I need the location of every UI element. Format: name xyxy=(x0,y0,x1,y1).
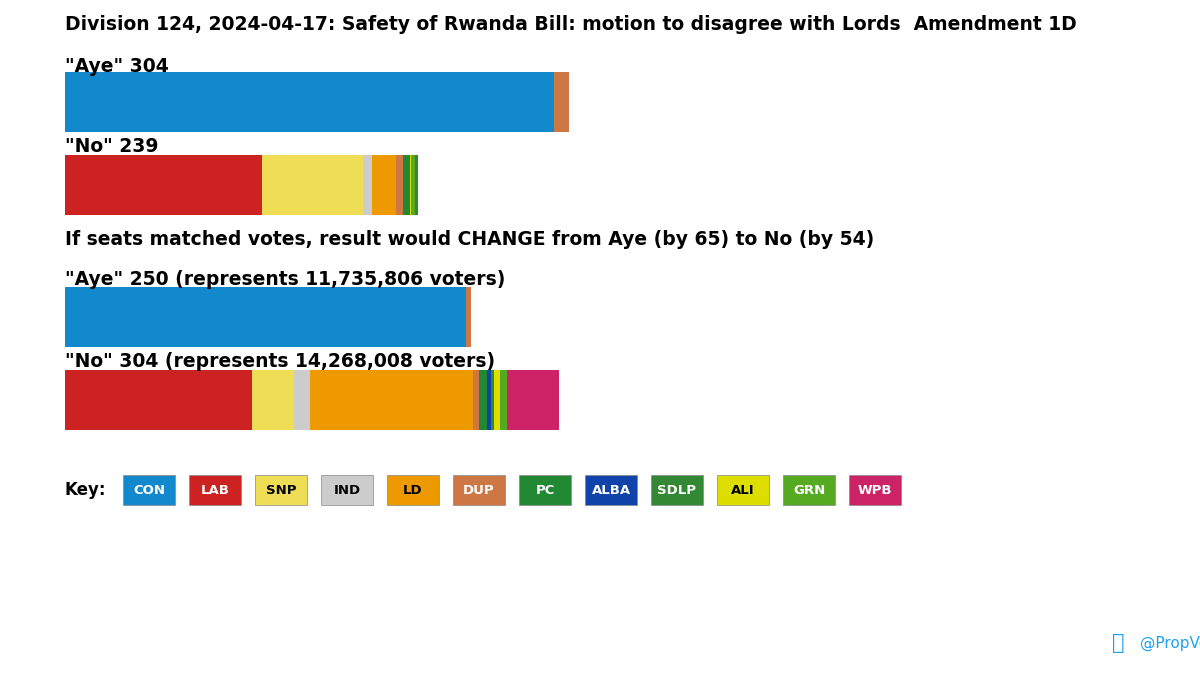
Text: @PropVoting: @PropVoting xyxy=(1140,635,1200,651)
Text: PC: PC xyxy=(535,483,554,497)
Text: If seats matched votes, result would CHANGE from Aye (by 65) to No (by 54): If seats matched votes, result would CHA… xyxy=(65,230,875,249)
Text: SNP: SNP xyxy=(265,483,296,497)
Text: "Aye" 250 (represents 11,735,806 voters): "Aye" 250 (represents 11,735,806 voters) xyxy=(65,270,505,289)
Bar xyxy=(412,155,415,215)
Bar xyxy=(263,155,364,215)
Bar xyxy=(491,370,494,430)
Text: CON: CON xyxy=(133,483,166,497)
Bar xyxy=(65,155,263,215)
Bar xyxy=(364,155,372,215)
Text: ALI: ALI xyxy=(731,483,755,497)
Bar xyxy=(784,475,835,505)
Bar xyxy=(500,370,506,430)
Text: WPB: WPB xyxy=(858,483,893,497)
Bar xyxy=(487,370,491,430)
Bar xyxy=(396,155,403,215)
Text: GRN: GRN xyxy=(793,483,826,497)
Bar xyxy=(520,475,571,505)
Bar xyxy=(311,370,473,430)
Bar xyxy=(454,475,505,505)
Text: LAB: LAB xyxy=(200,483,229,497)
Text: 🐦: 🐦 xyxy=(1111,633,1124,653)
Bar xyxy=(479,370,487,430)
Bar xyxy=(554,72,569,132)
Bar xyxy=(190,475,241,505)
Bar xyxy=(467,287,472,347)
Bar xyxy=(124,475,175,505)
Bar xyxy=(252,370,294,430)
Bar xyxy=(494,370,500,430)
Bar xyxy=(473,370,479,430)
Bar xyxy=(850,475,901,505)
Text: "Aye" 304: "Aye" 304 xyxy=(65,57,169,76)
Bar xyxy=(415,155,418,215)
Bar xyxy=(65,370,252,430)
Bar xyxy=(506,370,559,430)
Text: Key:: Key: xyxy=(65,481,107,499)
Text: SDLP: SDLP xyxy=(658,483,696,497)
Bar xyxy=(372,155,396,215)
Text: LD: LD xyxy=(403,483,422,497)
Bar xyxy=(650,475,703,505)
Text: Division 124, 2024-04-17: Safety of Rwanda Bill: motion to disagree with Lords  : Division 124, 2024-04-17: Safety of Rwan… xyxy=(65,15,1076,34)
Text: "No" 304 (represents 14,268,008 voters): "No" 304 (represents 14,268,008 voters) xyxy=(65,352,496,371)
Bar xyxy=(386,475,439,505)
Bar xyxy=(403,155,409,215)
Bar xyxy=(294,370,311,430)
Bar xyxy=(256,475,307,505)
Text: "No" 239: "No" 239 xyxy=(65,137,158,156)
Text: DUP: DUP xyxy=(463,483,494,497)
Bar xyxy=(409,155,412,215)
Bar xyxy=(718,475,769,505)
Bar xyxy=(586,475,637,505)
Text: ALBA: ALBA xyxy=(592,483,630,497)
Bar xyxy=(65,287,467,347)
Bar xyxy=(65,72,554,132)
Text: IND: IND xyxy=(334,483,360,497)
Bar xyxy=(322,475,373,505)
